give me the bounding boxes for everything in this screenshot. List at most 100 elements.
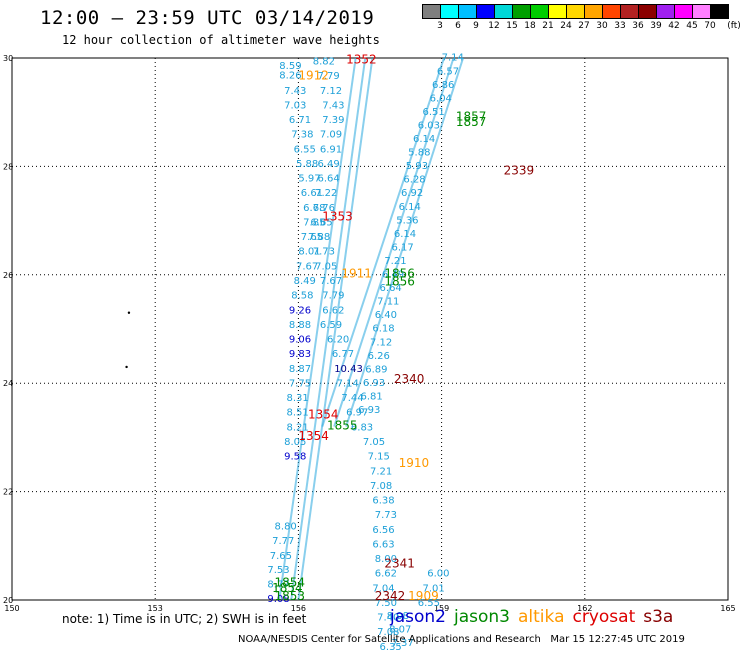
island-dot <box>125 365 128 369</box>
swh-value-label: 6.81 <box>360 391 382 402</box>
pass-time-label: 1911 <box>341 267 372 281</box>
swh-value-label: 6.55 <box>418 598 440 609</box>
color-scale-label: 39 <box>650 21 662 31</box>
color-scale-label: 24 <box>560 21 572 31</box>
plot-frame <box>11 57 729 601</box>
page-subtitle: 12 hour collection of altimeter wave hei… <box>62 33 380 47</box>
swh-value-label: 8.21 <box>286 422 308 433</box>
color-scale-label: 30 <box>596 21 608 31</box>
swh-value-label: 7.21 <box>384 256 406 267</box>
swh-value-label: 7.12 <box>370 337 392 348</box>
x-tick-label: 150 <box>4 604 19 613</box>
swh-value-label: 6.89 <box>365 364 387 375</box>
color-scale-label: 70 <box>704 21 716 31</box>
swh-value-label: 6.64 <box>380 283 402 294</box>
swh-value-label: 8.01 <box>298 247 320 258</box>
satellite-track <box>345 57 465 427</box>
swh-value-label: 7.53 <box>267 565 289 576</box>
pass-time-label: 2341 <box>384 556 415 570</box>
swh-value-label: 6.93 <box>358 405 380 416</box>
swh-value-label: 6.93 <box>363 378 385 389</box>
pass-time-label: 1856 <box>384 275 415 289</box>
x-tick-label: 159 <box>434 604 449 613</box>
swh-value-label: 7.38 <box>291 130 313 141</box>
legend-item-cryosat: cryosat <box>572 607 636 627</box>
color-scale-unit: (ft) <box>727 21 740 31</box>
swh-value-label: 7.67 <box>320 276 342 287</box>
legend-item-jason3: jason3 <box>454 607 510 627</box>
swh-value-label: 5.88 <box>408 148 430 159</box>
x-tick-label: 165 <box>720 604 735 613</box>
swh-value-label: 8.51 <box>286 408 308 419</box>
swh-value-label: 9.83 <box>289 349 311 360</box>
swh-value-label: 7.12 <box>320 86 342 97</box>
swh-value-label: 7.15 <box>368 452 390 463</box>
pass-time-label: 1854 <box>275 575 306 589</box>
swh-value-label: 9.08 <box>267 594 289 605</box>
pass-time-label: 2339 <box>504 164 535 178</box>
swh-value-label: 7.11 <box>377 297 399 308</box>
swh-value-label: 6.26 <box>368 351 390 362</box>
swh-value-label: 7.14 <box>442 53 464 64</box>
swh-value-label: 7.44 <box>341 393 363 404</box>
y-tick-label: 22 <box>3 488 13 497</box>
pass-time-label: 1353 <box>322 210 353 224</box>
swh-value-label: 6.17 <box>391 242 413 253</box>
swh-value-label: 7.75 <box>289 378 311 389</box>
swh-value-label: 6.38 <box>372 496 394 507</box>
swh-value-label: 6.18 <box>372 324 394 335</box>
swh-value-label: 7.67 <box>296 261 318 272</box>
color-scale-label: 36 <box>632 21 644 31</box>
swh-value-label: 7.22 <box>315 188 337 199</box>
swh-value-label: 7.09 <box>320 130 342 141</box>
swh-value-label: 6.28 <box>403 175 425 186</box>
swh-value-label: 7.43 <box>322 100 344 111</box>
satellite-track <box>278 57 357 601</box>
color-scale-label: 9 <box>473 21 479 31</box>
pass-time-label: 1857 <box>456 109 487 123</box>
pass-time-label: 1853 <box>275 589 306 603</box>
swh-value-label: 8.49 <box>294 276 316 287</box>
swh-value-label: 7.73 <box>375 510 397 521</box>
swh-value-label: 6.56 <box>372 525 394 536</box>
swh-value-label: 7.08 <box>370 481 392 492</box>
swh-value-label: 6.71 <box>289 115 311 126</box>
swh-value-label: 6.04 <box>430 93 452 104</box>
swh-value-label: 6.86 <box>432 80 454 91</box>
color-swatch <box>710 4 729 19</box>
swh-value-label: 8.87 <box>289 364 311 375</box>
swh-value-label: 6.14 <box>413 134 435 145</box>
chart-note: note: 1) Time is in UTC; 2) SWH is in fe… <box>62 612 307 626</box>
pass-time-label: 1354 <box>298 429 329 443</box>
pass-time-label: 1910 <box>399 456 430 470</box>
swh-value-label: 7.65 <box>270 551 292 562</box>
legend-item-altika: altika <box>518 607 565 627</box>
pass-time-label: 2342 <box>375 589 406 603</box>
swh-value-label: 7.50 <box>375 598 397 609</box>
swh-value-label: 7.01 <box>423 583 445 594</box>
swh-value-label: 7.73 <box>313 247 335 258</box>
pass-time-label: 1909 <box>408 589 439 603</box>
pass-time-label: 1855 <box>327 418 358 432</box>
swh-value-label: 8.88 <box>289 320 311 331</box>
swh-value-label: 8.58 <box>291 291 313 302</box>
satellite-track <box>333 57 455 427</box>
swh-value-label: 6.92 <box>401 188 423 199</box>
color-scale-bar: 3 6 9 12 15 18 21 24 27 30 33 36 39 42 45 70 (ft) <box>422 4 740 38</box>
swh-value-label: 7.37 <box>391 638 413 649</box>
swh-value-label: 6.77 <box>332 349 354 360</box>
swh-value-label: 6.40 <box>375 310 397 321</box>
swh-value-label: 8.08 <box>387 611 409 622</box>
swh-value-label: 6.78 <box>303 203 325 214</box>
pass-time-label: 1857 <box>456 115 487 129</box>
swh-value-label: 7.05 <box>315 261 337 272</box>
swh-value-label: 8.26 <box>279 71 301 82</box>
swh-value-label: 7.85 <box>303 217 325 228</box>
swh-value-label: 7.88 <box>308 232 330 243</box>
footer-credit: NOAA/NESDIS Center for Satellite Applica… <box>238 634 685 645</box>
pass-time-label: 1354 <box>308 407 339 421</box>
page-title: 12:00 – 23:59 UTC 03/14/2019 <box>40 7 375 29</box>
swh-value-label: 9.26 <box>289 305 311 316</box>
swh-value-label: 7.04 <box>372 583 394 594</box>
x-tick-label: 153 <box>148 604 163 613</box>
